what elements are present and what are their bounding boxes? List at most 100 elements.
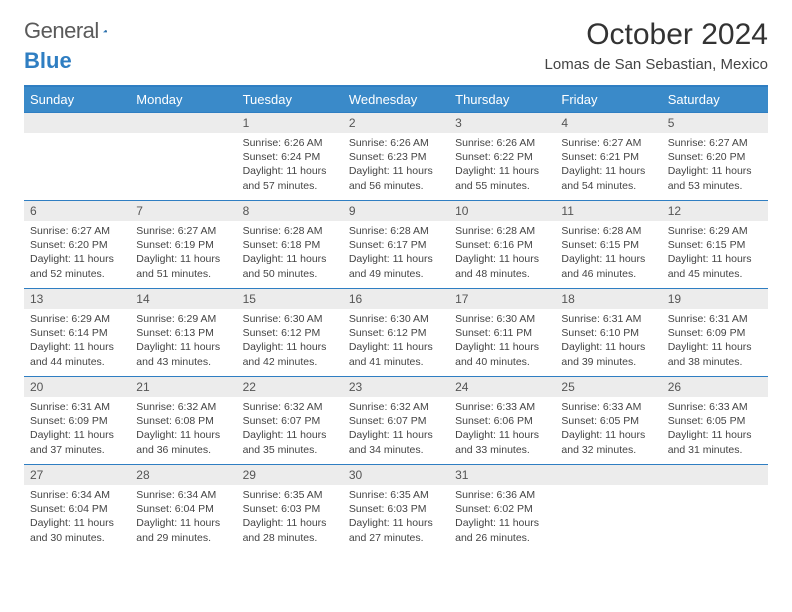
sunrise-line: Sunrise: 6:33 AM xyxy=(455,400,549,414)
weekday-header: Monday xyxy=(130,86,236,113)
daylight-line: Daylight: 11 hours and 49 minutes. xyxy=(349,252,443,280)
calendar-cell: 30Sunrise: 6:35 AMSunset: 6:03 PMDayligh… xyxy=(343,465,449,553)
day-body: Sunrise: 6:32 AMSunset: 6:07 PMDaylight:… xyxy=(237,397,343,463)
day-number: 20 xyxy=(24,377,130,397)
sunrise-line: Sunrise: 6:27 AM xyxy=(30,224,124,238)
day-number: 4 xyxy=(555,113,661,133)
day-number: 22 xyxy=(237,377,343,397)
calendar-cell: 12Sunrise: 6:29 AMSunset: 6:15 PMDayligh… xyxy=(662,201,768,289)
sunset-line: Sunset: 6:21 PM xyxy=(561,150,655,164)
sunrise-line: Sunrise: 6:34 AM xyxy=(136,488,230,502)
day-body: Sunrise: 6:27 AMSunset: 6:20 PMDaylight:… xyxy=(24,221,130,287)
day-number: 31 xyxy=(449,465,555,485)
day-body: Sunrise: 6:26 AMSunset: 6:23 PMDaylight:… xyxy=(343,133,449,199)
day-number: 27 xyxy=(24,465,130,485)
sunrise-line: Sunrise: 6:29 AM xyxy=(30,312,124,326)
weekday-header: Sunday xyxy=(24,86,130,113)
day-body: Sunrise: 6:28 AMSunset: 6:17 PMDaylight:… xyxy=(343,221,449,287)
day-body: Sunrise: 6:30 AMSunset: 6:11 PMDaylight:… xyxy=(449,309,555,375)
calendar-cell xyxy=(662,465,768,553)
day-number: 1 xyxy=(237,113,343,133)
weekday-header: Friday xyxy=(555,86,661,113)
sunset-line: Sunset: 6:14 PM xyxy=(30,326,124,340)
sunset-line: Sunset: 6:08 PM xyxy=(136,414,230,428)
calendar-cell: 16Sunrise: 6:30 AMSunset: 6:12 PMDayligh… xyxy=(343,289,449,377)
daylight-line: Daylight: 11 hours and 32 minutes. xyxy=(561,428,655,456)
day-body: Sunrise: 6:30 AMSunset: 6:12 PMDaylight:… xyxy=(237,309,343,375)
daylight-line: Daylight: 11 hours and 43 minutes. xyxy=(136,340,230,368)
calendar-cell: 31Sunrise: 6:36 AMSunset: 6:02 PMDayligh… xyxy=(449,465,555,553)
day-number: 13 xyxy=(24,289,130,309)
calendar-week-row: 1Sunrise: 6:26 AMSunset: 6:24 PMDaylight… xyxy=(24,113,768,201)
day-number-empty xyxy=(24,113,130,133)
sunrise-line: Sunrise: 6:29 AM xyxy=(668,224,762,238)
day-body: Sunrise: 6:34 AMSunset: 6:04 PMDaylight:… xyxy=(24,485,130,551)
calendar-cell: 29Sunrise: 6:35 AMSunset: 6:03 PMDayligh… xyxy=(237,465,343,553)
calendar-cell: 19Sunrise: 6:31 AMSunset: 6:09 PMDayligh… xyxy=(662,289,768,377)
calendar-week-row: 13Sunrise: 6:29 AMSunset: 6:14 PMDayligh… xyxy=(24,289,768,377)
day-body-empty xyxy=(555,485,661,545)
day-number: 26 xyxy=(662,377,768,397)
day-body: Sunrise: 6:29 AMSunset: 6:14 PMDaylight:… xyxy=(24,309,130,375)
calendar-cell: 22Sunrise: 6:32 AMSunset: 6:07 PMDayligh… xyxy=(237,377,343,465)
calendar-cell: 3Sunrise: 6:26 AMSunset: 6:22 PMDaylight… xyxy=(449,113,555,201)
day-body: Sunrise: 6:36 AMSunset: 6:02 PMDaylight:… xyxy=(449,485,555,551)
sunset-line: Sunset: 6:09 PM xyxy=(30,414,124,428)
sunrise-line: Sunrise: 6:31 AM xyxy=(668,312,762,326)
calendar-cell: 14Sunrise: 6:29 AMSunset: 6:13 PMDayligh… xyxy=(130,289,236,377)
sunset-line: Sunset: 6:09 PM xyxy=(668,326,762,340)
calendar-cell: 17Sunrise: 6:30 AMSunset: 6:11 PMDayligh… xyxy=(449,289,555,377)
calendar-cell: 5Sunrise: 6:27 AMSunset: 6:20 PMDaylight… xyxy=(662,113,768,201)
weekday-header: Saturday xyxy=(662,86,768,113)
calendar-cell xyxy=(130,113,236,201)
sunrise-line: Sunrise: 6:35 AM xyxy=(243,488,337,502)
calendar-week-row: 6Sunrise: 6:27 AMSunset: 6:20 PMDaylight… xyxy=(24,201,768,289)
day-number: 2 xyxy=(343,113,449,133)
day-body: Sunrise: 6:29 AMSunset: 6:13 PMDaylight:… xyxy=(130,309,236,375)
calendar-cell: 27Sunrise: 6:34 AMSunset: 6:04 PMDayligh… xyxy=(24,465,130,553)
sunrise-line: Sunrise: 6:28 AM xyxy=(455,224,549,238)
calendar-cell: 20Sunrise: 6:31 AMSunset: 6:09 PMDayligh… xyxy=(24,377,130,465)
sunset-line: Sunset: 6:04 PM xyxy=(30,502,124,516)
calendar-cell: 25Sunrise: 6:33 AMSunset: 6:05 PMDayligh… xyxy=(555,377,661,465)
daylight-line: Daylight: 11 hours and 44 minutes. xyxy=(30,340,124,368)
calendar-cell: 9Sunrise: 6:28 AMSunset: 6:17 PMDaylight… xyxy=(343,201,449,289)
day-number-empty xyxy=(555,465,661,485)
daylight-line: Daylight: 11 hours and 29 minutes. xyxy=(136,516,230,544)
sunset-line: Sunset: 6:13 PM xyxy=(136,326,230,340)
sunset-line: Sunset: 6:12 PM xyxy=(349,326,443,340)
calendar-cell: 15Sunrise: 6:30 AMSunset: 6:12 PMDayligh… xyxy=(237,289,343,377)
daylight-line: Daylight: 11 hours and 28 minutes. xyxy=(243,516,337,544)
sunrise-line: Sunrise: 6:32 AM xyxy=(136,400,230,414)
logo: General xyxy=(24,18,127,44)
daylight-line: Daylight: 11 hours and 51 minutes. xyxy=(136,252,230,280)
daylight-line: Daylight: 11 hours and 35 minutes. xyxy=(243,428,337,456)
day-number: 16 xyxy=(343,289,449,309)
daylight-line: Daylight: 11 hours and 39 minutes. xyxy=(561,340,655,368)
sunset-line: Sunset: 6:11 PM xyxy=(455,326,549,340)
day-body: Sunrise: 6:31 AMSunset: 6:09 PMDaylight:… xyxy=(662,309,768,375)
sunset-line: Sunset: 6:18 PM xyxy=(243,238,337,252)
day-number: 10 xyxy=(449,201,555,221)
weekday-header: Tuesday xyxy=(237,86,343,113)
day-body: Sunrise: 6:34 AMSunset: 6:04 PMDaylight:… xyxy=(130,485,236,551)
calendar-cell: 28Sunrise: 6:34 AMSunset: 6:04 PMDayligh… xyxy=(130,465,236,553)
day-number: 24 xyxy=(449,377,555,397)
sunrise-line: Sunrise: 6:36 AM xyxy=(455,488,549,502)
daylight-line: Daylight: 11 hours and 42 minutes. xyxy=(243,340,337,368)
sunset-line: Sunset: 6:07 PM xyxy=(243,414,337,428)
month-title: October 2024 xyxy=(545,18,768,52)
sunrise-line: Sunrise: 6:31 AM xyxy=(561,312,655,326)
day-body: Sunrise: 6:28 AMSunset: 6:16 PMDaylight:… xyxy=(449,221,555,287)
day-number: 29 xyxy=(237,465,343,485)
day-body: Sunrise: 6:28 AMSunset: 6:15 PMDaylight:… xyxy=(555,221,661,287)
day-number: 11 xyxy=(555,201,661,221)
sunset-line: Sunset: 6:20 PM xyxy=(668,150,762,164)
weekday-header-row: Sunday Monday Tuesday Wednesday Thursday… xyxy=(24,86,768,113)
logo-triangle-icon xyxy=(103,23,107,39)
sunset-line: Sunset: 6:19 PM xyxy=(136,238,230,252)
day-body: Sunrise: 6:35 AMSunset: 6:03 PMDaylight:… xyxy=(343,485,449,551)
sunset-line: Sunset: 6:05 PM xyxy=(561,414,655,428)
sunset-line: Sunset: 6:10 PM xyxy=(561,326,655,340)
daylight-line: Daylight: 11 hours and 27 minutes. xyxy=(349,516,443,544)
